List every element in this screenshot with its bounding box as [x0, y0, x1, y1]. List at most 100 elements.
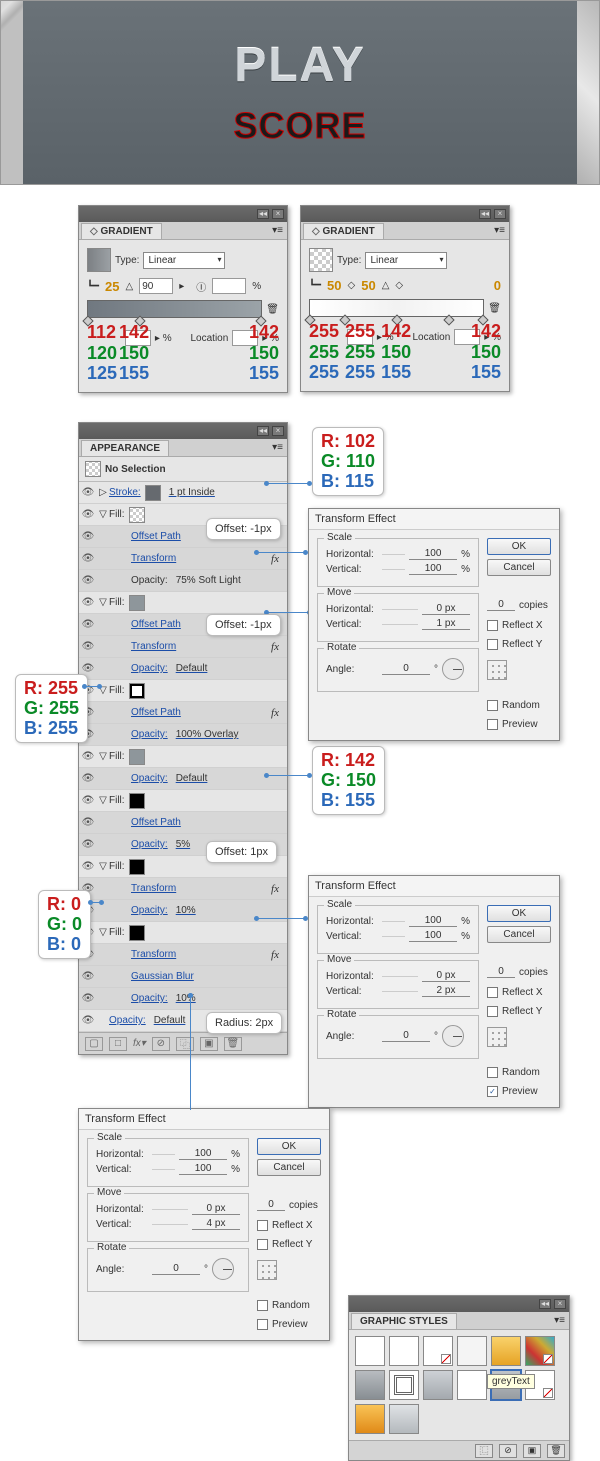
random-checkbox[interactable]	[257, 1300, 268, 1311]
delete-style-button[interactable]: 🗑	[547, 1444, 565, 1458]
preview-checkbox[interactable]	[257, 1319, 268, 1330]
duplicate-button[interactable]: ⿻	[176, 1037, 194, 1051]
graphic-style-swatch[interactable]	[457, 1336, 487, 1366]
move-h-input[interactable]: 0 px	[422, 970, 470, 982]
copies-input[interactable]: 0	[257, 1199, 285, 1211]
visibility-toggle[interactable]: 👁	[79, 487, 97, 498]
cancel-button[interactable]: Cancel	[487, 559, 551, 576]
visibility-toggle[interactable]: 👁	[79, 553, 97, 564]
visibility-toggle[interactable]: 👁	[79, 817, 97, 828]
angle-input[interactable]: 0	[382, 663, 430, 675]
scale-h-input[interactable]: 100	[409, 915, 457, 927]
fx-icon[interactable]: fx	[271, 883, 283, 895]
reflect-y-checkbox[interactable]	[257, 1239, 268, 1250]
visibility-toggle[interactable]: 👁	[79, 575, 97, 586]
visibility-toggle[interactable]: 👁	[79, 531, 97, 542]
fx-icon[interactable]: fx	[271, 553, 283, 565]
visibility-toggle[interactable]: 👁	[79, 751, 97, 762]
preview-checkbox[interactable]	[487, 719, 498, 730]
anchor-grid[interactable]	[257, 1260, 277, 1280]
appearance-item[interactable]: Opacity:10%	[109, 991, 283, 1006]
appearance-item[interactable]: Transform	[109, 947, 271, 962]
panel-close-icon[interactable]: ×	[272, 209, 284, 219]
scale-h-input[interactable]: 100	[179, 1148, 227, 1160]
reflect-x-checkbox[interactable]	[257, 1220, 268, 1231]
graphic-style-swatch[interactable]	[491, 1336, 521, 1366]
appearance-item[interactable]: Opacity:100% Overlay	[109, 727, 283, 742]
appearance-item[interactable]: Transform	[109, 639, 271, 654]
random-checkbox[interactable]	[487, 1067, 498, 1078]
angle-dial[interactable]	[442, 658, 464, 680]
scale-v-input[interactable]: 100	[409, 563, 457, 575]
graphic-style-swatch[interactable]	[525, 1336, 555, 1366]
graphic-style-swatch[interactable]	[423, 1336, 453, 1366]
fx-icon[interactable]: fx	[271, 707, 283, 719]
gradient-bar[interactable]	[309, 299, 484, 317]
visibility-toggle[interactable]: 👁	[79, 795, 97, 806]
move-v-input[interactable]: 1 px	[422, 618, 470, 630]
angle-input[interactable]: 90	[139, 278, 173, 294]
appearance-item[interactable]: Opacity:Default	[109, 661, 283, 676]
move-h-input[interactable]: 0 px	[192, 1203, 240, 1215]
visibility-toggle[interactable]: 👁	[79, 773, 97, 784]
new-style-button[interactable]: ▣	[523, 1444, 541, 1458]
trash-icon[interactable]: 🗑	[266, 304, 279, 315]
new-button[interactable]: ▣	[200, 1037, 218, 1051]
break-link-button[interactable]: ⊘	[499, 1444, 517, 1458]
move-h-input[interactable]: 0 px	[422, 603, 470, 615]
new-fill-button[interactable]: □	[109, 1037, 127, 1051]
delete-button[interactable]: 🗑	[224, 1037, 242, 1051]
angle-input[interactable]: 0	[152, 1263, 200, 1275]
visibility-toggle[interactable]: 👁	[79, 993, 97, 1004]
appearance-item[interactable]: Stroke:1 pt Inside	[109, 483, 283, 503]
fx-icon[interactable]: fx	[271, 641, 283, 653]
visibility-toggle[interactable]: 👁	[79, 641, 97, 652]
gradient-type-select[interactable]: Linear	[143, 252, 225, 269]
scale-v-input[interactable]: 100	[179, 1163, 227, 1175]
visibility-toggle[interactable]: 👁	[79, 839, 97, 850]
ok-button[interactable]: OK	[257, 1138, 321, 1155]
reflect-x-checkbox[interactable]	[487, 987, 498, 998]
ok-button[interactable]: OK	[487, 905, 551, 922]
visibility-toggle[interactable]: 👁	[79, 861, 97, 872]
ok-button[interactable]: OK	[487, 538, 551, 555]
move-v-input[interactable]: 4 px	[192, 1218, 240, 1230]
cancel-button[interactable]: Cancel	[257, 1159, 321, 1176]
appearance-item[interactable]: Transform	[109, 551, 271, 566]
preview-checkbox[interactable]: ✓	[487, 1086, 498, 1097]
gradient-bar[interactable]	[87, 300, 262, 318]
move-v-input[interactable]: 2 px	[422, 985, 470, 997]
cancel-button[interactable]: Cancel	[487, 926, 551, 943]
copies-input[interactable]: 0	[487, 599, 515, 611]
graphic-style-swatch[interactable]	[355, 1404, 385, 1434]
graphic-style-swatch[interactable]	[389, 1370, 419, 1400]
appearance-item[interactable]: Offset Path	[109, 705, 271, 720]
graphic-style-swatch[interactable]	[389, 1336, 419, 1366]
scale-v-input[interactable]: 100	[409, 930, 457, 942]
visibility-toggle[interactable]: 👁	[79, 663, 97, 674]
graphic-style-swatch[interactable]	[355, 1370, 385, 1400]
appearance-item[interactable]: Transform	[109, 881, 271, 896]
angle-input[interactable]: 0	[382, 1030, 430, 1042]
copies-input[interactable]: 0	[487, 966, 515, 978]
angle-dial[interactable]	[212, 1258, 234, 1280]
appearance-item[interactable]: Opacity:Default	[109, 771, 283, 786]
anchor-grid[interactable]	[487, 660, 507, 680]
graphic-style-swatch[interactable]	[355, 1336, 385, 1366]
random-checkbox[interactable]	[487, 700, 498, 711]
anchor-grid[interactable]	[487, 1027, 507, 1047]
graphic-style-swatch[interactable]	[389, 1404, 419, 1434]
gradient-swatch[interactable]	[87, 248, 111, 272]
reflect-x-checkbox[interactable]	[487, 620, 498, 631]
visibility-toggle[interactable]: 👁	[79, 971, 97, 982]
gradient-swatch[interactable]	[309, 248, 333, 272]
panel-collapse-icon[interactable]: ◂◂	[257, 209, 269, 219]
visibility-toggle[interactable]: 👁	[79, 619, 97, 630]
appearance-item[interactable]: Offset Path	[109, 815, 283, 830]
reflect-y-checkbox[interactable]	[487, 1006, 498, 1017]
visibility-toggle[interactable]: 👁	[79, 597, 97, 608]
gradient-type-select[interactable]: Linear	[365, 252, 447, 269]
scale-h-input[interactable]: 100	[409, 548, 457, 560]
reflect-y-checkbox[interactable]	[487, 639, 498, 650]
visibility-toggle[interactable]: 👁	[79, 1015, 97, 1026]
